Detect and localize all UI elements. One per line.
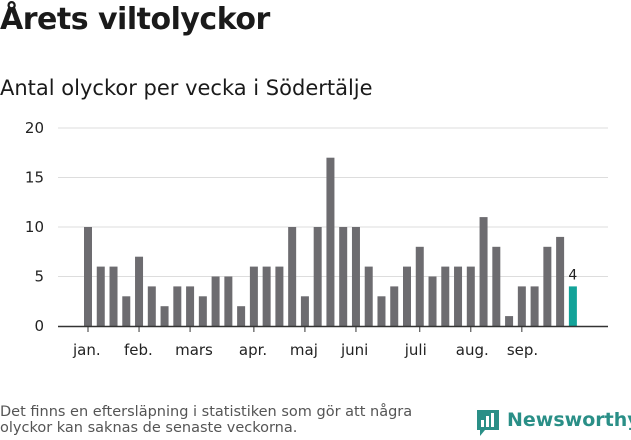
bar	[377, 296, 386, 326]
bar	[505, 316, 514, 326]
month-label: maj	[290, 341, 318, 359]
month-label: juni	[340, 341, 368, 359]
highlight-value-label: 4	[568, 267, 577, 283]
month-label: juli	[404, 341, 427, 359]
bar	[454, 266, 463, 326]
bar	[530, 286, 539, 326]
bar	[198, 296, 207, 326]
y-tick-label: 15	[25, 169, 44, 187]
bar	[479, 217, 488, 326]
bar	[224, 276, 233, 326]
bar	[147, 286, 156, 326]
bar-chart: 0 5 10 15 20 jan. feb. mars apr. maj juni juli aug.…	[25, 119, 608, 359]
month-label: apr.	[239, 341, 267, 359]
bar	[390, 286, 399, 326]
bar	[543, 246, 552, 326]
bar	[364, 266, 373, 326]
bar	[237, 306, 246, 326]
bar	[109, 266, 118, 326]
y-tick-label: 0	[34, 317, 44, 335]
bar	[211, 276, 220, 326]
data-labels: 4	[568, 267, 577, 283]
y-axis-ticks: 0 5 10 15 20	[25, 119, 44, 335]
bar-highlight	[568, 286, 577, 326]
bar	[84, 227, 92, 326]
bar	[466, 266, 475, 326]
bar	[326, 157, 335, 326]
bar	[288, 227, 297, 326]
brand: Newsworthy	[475, 408, 631, 440]
bar	[275, 266, 284, 326]
bar	[135, 256, 144, 326]
bar	[300, 296, 309, 326]
bar	[556, 236, 565, 326]
x-axis: jan. feb. mars apr. maj juni juli aug. sep.	[58, 325, 608, 359]
bar	[313, 227, 322, 326]
bar	[415, 246, 424, 326]
bar	[339, 227, 348, 326]
month-label: feb.	[124, 341, 153, 359]
bar	[173, 286, 182, 326]
bar	[262, 266, 271, 326]
y-tick-label: 10	[25, 218, 44, 236]
month-label: mars	[175, 341, 213, 359]
y-tick-label: 20	[25, 119, 44, 137]
bar	[122, 296, 131, 326]
y-tick-label: 5	[34, 268, 44, 286]
brand-name: Newsworthy	[507, 409, 631, 431]
month-label: jan.	[72, 341, 101, 359]
bar	[441, 266, 450, 326]
bar	[96, 266, 105, 326]
month-label: sep.	[507, 341, 538, 359]
bars	[84, 157, 577, 326]
month-label: aug.	[456, 341, 489, 359]
footnote: Det finns en eftersläpning i statistiken…	[0, 404, 413, 436]
bar	[186, 286, 195, 326]
bar	[517, 286, 526, 326]
bar	[428, 276, 437, 326]
bar	[160, 306, 169, 326]
bar	[351, 227, 360, 326]
chart-title: Årets viltolyckor	[0, 2, 270, 37]
bar	[492, 246, 501, 326]
bar	[249, 266, 258, 326]
chart-subtitle: Antal olyckor per vecka i Södertälje	[0, 76, 373, 100]
bar	[403, 266, 411, 326]
newsworthy-logo-icon	[477, 410, 499, 436]
